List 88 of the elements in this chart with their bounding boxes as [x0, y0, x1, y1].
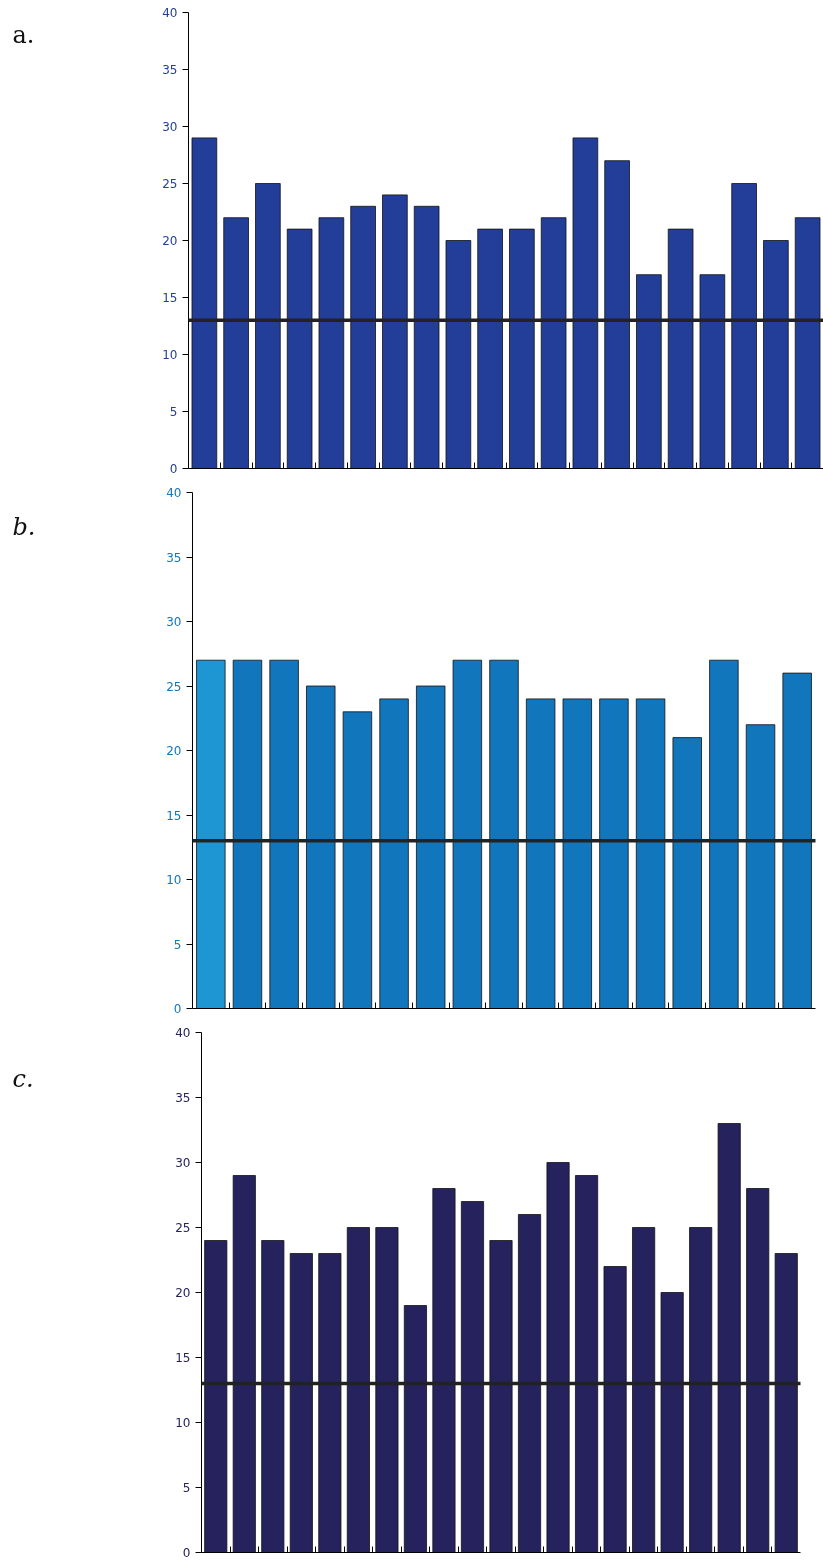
bar [223, 217, 249, 469]
y-tick-label: 40 [175, 1026, 191, 1040]
bar [699, 274, 726, 469]
bar [204, 1240, 228, 1553]
bar [232, 659, 263, 1009]
bar [599, 698, 629, 1009]
bar [635, 698, 666, 1009]
bar [525, 698, 556, 1009]
bar [604, 160, 630, 469]
bar [509, 228, 535, 469]
bar [782, 672, 812, 1009]
bar [232, 1175, 256, 1553]
y-tick-label: 15 [162, 291, 178, 305]
y-tick-label: 20 [175, 1286, 191, 1300]
y-tick-label: 15 [166, 808, 182, 823]
bar [562, 698, 592, 1009]
bar [286, 228, 313, 469]
bar [477, 228, 503, 469]
bar [489, 1240, 513, 1553]
bar [289, 1253, 313, 1553]
y-tick-label: 20 [166, 744, 182, 758]
bar [191, 137, 218, 469]
bar [445, 240, 472, 469]
bar [460, 1201, 484, 1553]
bar [774, 1253, 798, 1553]
bar [318, 1253, 342, 1553]
bar [709, 659, 739, 1009]
bar [745, 724, 776, 1009]
y-tick-label: 35 [166, 550, 182, 565]
bar [403, 1305, 427, 1553]
bar [636, 274, 662, 469]
text: c. [12, 1064, 34, 1093]
bar [342, 711, 373, 1009]
bar [575, 1175, 599, 1553]
y-tick-label: 25 [162, 177, 178, 191]
y-tick-label: 35 [175, 1091, 191, 1105]
bar [306, 685, 336, 1009]
bar [540, 217, 567, 469]
bar [572, 137, 599, 469]
y-tick-label: 0 [182, 1546, 191, 1560]
bar [546, 1162, 570, 1553]
bar [346, 1227, 370, 1553]
bar [416, 685, 446, 1009]
bar [746, 1188, 770, 1553]
bar [375, 1227, 399, 1553]
bar [382, 194, 408, 469]
bar [196, 659, 226, 1009]
y-tick-label: 25 [175, 1221, 191, 1235]
y-tick-label: 40 [162, 6, 178, 20]
bar [489, 659, 519, 1009]
bar [379, 698, 409, 1009]
bar [269, 659, 299, 1009]
y-tick-label: 0 [173, 1002, 182, 1016]
bar [518, 1214, 542, 1553]
bar [632, 1227, 656, 1553]
y-tick-label: 30 [175, 1156, 191, 1170]
y-tick-label: 10 [166, 873, 182, 887]
bar [350, 205, 376, 469]
bar [717, 1123, 741, 1553]
y-tick-label: 5 [182, 1481, 191, 1495]
bar [255, 183, 281, 469]
bar [261, 1240, 285, 1553]
bar [689, 1227, 713, 1553]
y-tick-label: 30 [166, 615, 182, 629]
y-tick-label: 10 [175, 1416, 191, 1430]
y-tick-label: 5 [173, 937, 182, 952]
bar [318, 217, 345, 469]
bar [731, 183, 757, 469]
bar [603, 1266, 627, 1553]
y-tick-label: 25 [166, 679, 182, 694]
y-tick-label: 20 [162, 234, 178, 248]
bar [763, 240, 789, 469]
y-tick-label: 0 [169, 462, 178, 476]
y-tick-label: 40 [166, 486, 182, 500]
bar [432, 1188, 456, 1553]
bar [667, 228, 694, 469]
y-tick-label: 15 [175, 1351, 191, 1365]
y-tick-label: 5 [169, 405, 178, 419]
y-tick-label: 30 [162, 120, 178, 134]
bar [794, 217, 821, 469]
bar [672, 737, 702, 1009]
y-tick-label: 35 [162, 63, 178, 77]
bar [413, 205, 440, 469]
chart-title: a. [12, 20, 35, 49]
y-tick-label: 10 [162, 348, 178, 362]
text: b. [12, 512, 36, 541]
bar [660, 1292, 684, 1553]
bar [452, 659, 483, 1009]
